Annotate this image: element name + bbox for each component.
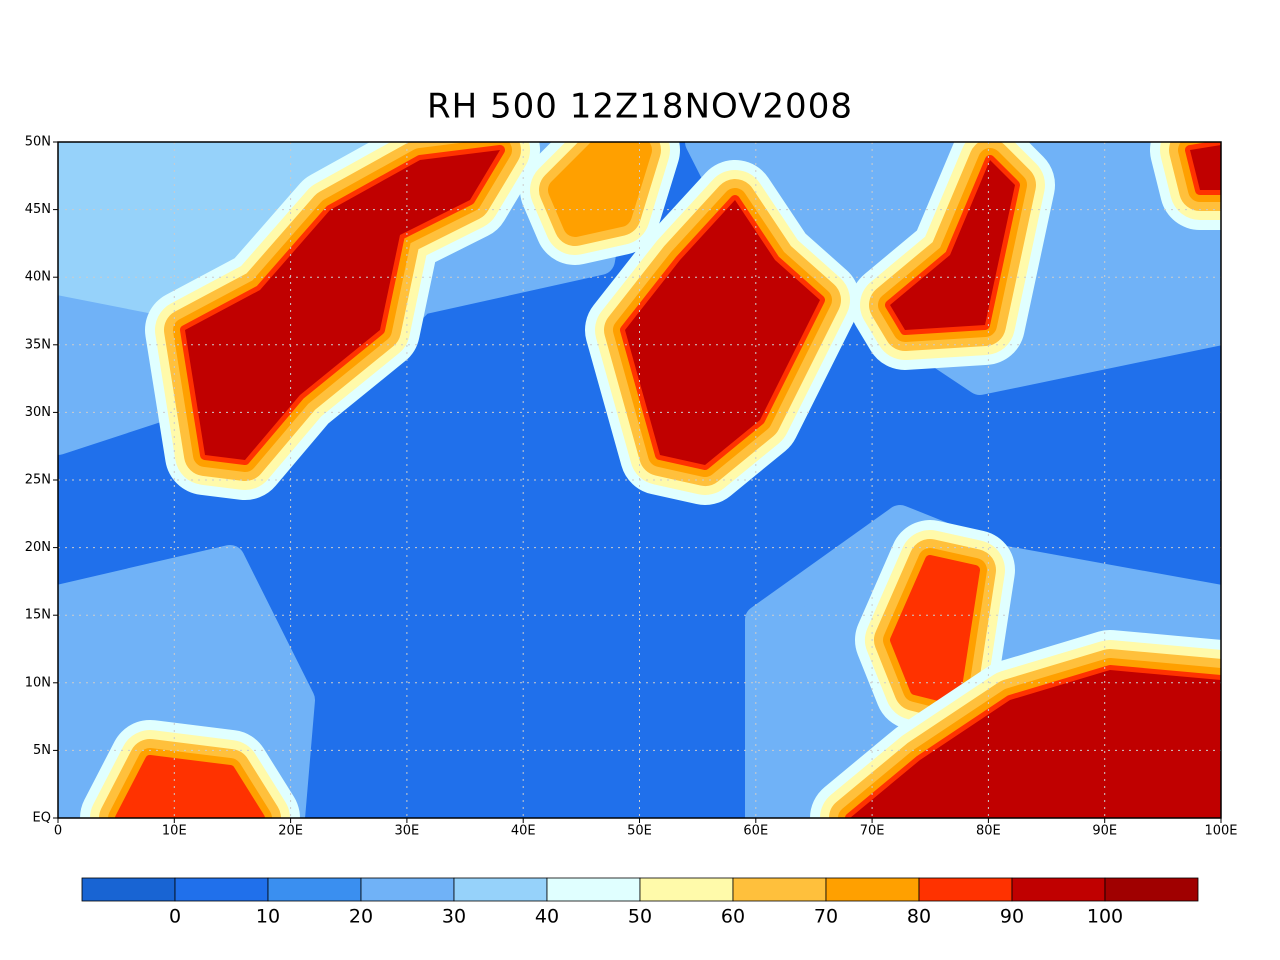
colorbar-box [825,877,920,902]
x-tick-label: 40E [511,824,536,839]
y-tick-label: EQ [33,811,51,826]
rh-field [58,142,1221,818]
colorbar-box [918,877,1013,902]
colorbar-box [639,877,734,902]
colorbar-box [732,877,827,902]
colorbar-label: 10 [256,906,280,928]
x-tick-label: 50E [627,824,652,839]
colorbar-label: 100 [1087,906,1123,928]
colorbar-label: 20 [349,906,373,928]
field-core [890,160,1015,330]
colorbar-box [453,877,548,902]
colorbar-box [360,877,455,902]
field-contour [115,755,265,818]
field-core [625,200,820,465]
colorbar-box [174,877,269,902]
colorbar-box [1104,877,1199,902]
field-core [850,670,1221,818]
y-tick-label: 30N [25,405,51,420]
colorbar-box [1011,877,1106,902]
colorbar-label: 90 [1000,906,1024,928]
x-tick-label: 10E [162,824,187,839]
colorbar-label: 50 [628,906,652,928]
colorbar-label: 40 [535,906,559,928]
y-tick-label: 50N [25,135,51,150]
y-tick-label: 35N [25,337,51,352]
field-core [185,150,500,460]
y-tick-label: 15N [25,608,51,623]
y-tick-label: 10N [25,675,51,690]
field-contour [890,555,980,705]
colorbar-box [546,877,641,902]
colorbar-label: 80 [907,906,931,928]
field-core [1190,145,1221,190]
x-tick-label: 80E [976,824,1001,839]
x-tick-label: 0 [54,824,62,839]
colorbar-label: 60 [721,906,745,928]
colorbar-label: 0 [169,906,181,928]
y-tick-label: 40N [25,270,51,285]
x-tick-label: 70E [860,824,885,839]
y-tick-label: 25N [25,473,51,488]
colorbar-box [267,877,362,902]
colorbar-label: 70 [814,906,838,928]
y-tick-label: 20N [25,540,51,555]
x-tick-label: 20E [278,824,303,839]
x-tick-label: 30E [395,824,420,839]
colorbar-label: 30 [442,906,466,928]
x-tick-label: 100E [1204,824,1237,839]
map-title: RH 500 12Z18NOV2008 [427,87,853,127]
colorbar-box [81,877,176,902]
y-tick-label: 45N [25,202,51,217]
x-tick-label: 90E [1092,824,1117,839]
map-frame [57,141,1222,819]
field-contour [548,142,652,237]
y-tick-label: 5N [33,743,51,758]
x-tick-label: 60E [743,824,768,839]
